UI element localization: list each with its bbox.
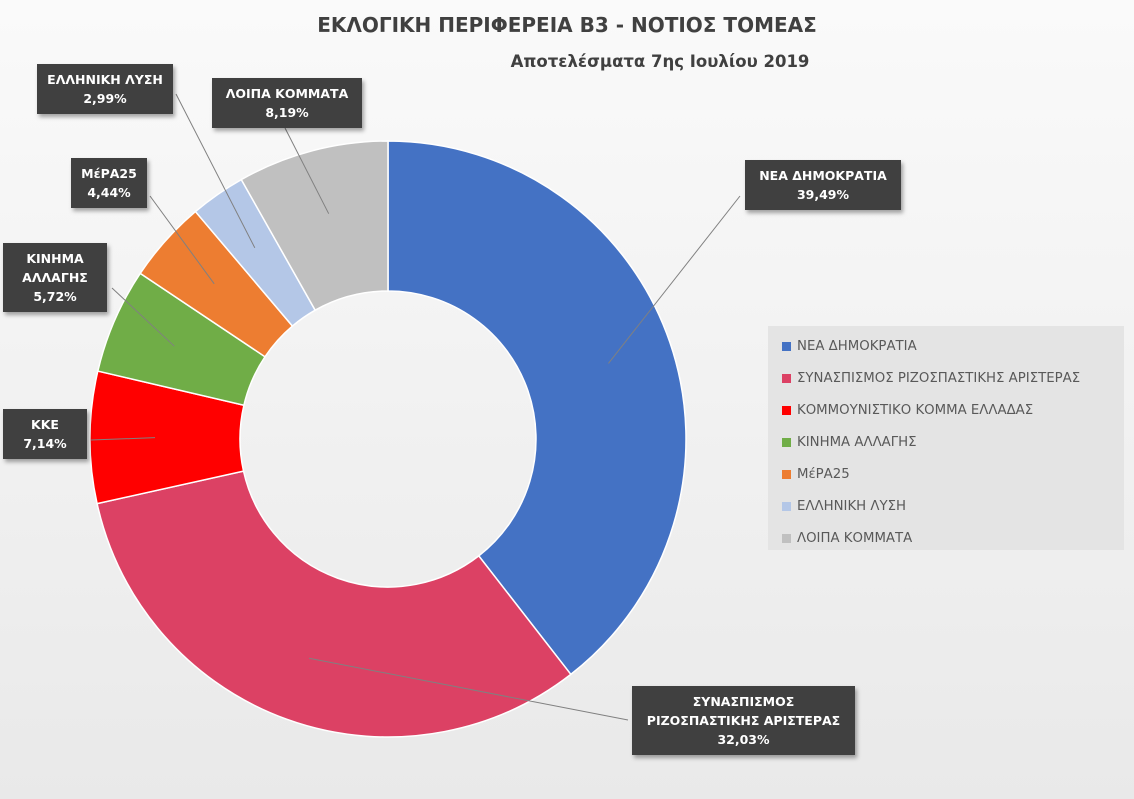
- data-label-name: ΣΥΝΑΣΠΙΣΜΟΣ: [692, 694, 795, 709]
- data-label-νεα-δημοκρατια: ΝΕΑ ΔΗΜΟΚΡΑΤΙΑ 39,49%: [745, 160, 901, 210]
- legend: ΝΕΑ ΔΗΜΟΚΡΑΤΙΑ ΣΥΝΑΣΠΙΣΜΟΣ ΡΙΖΟΣΠΑΣΤΙΚΗΣ …: [768, 326, 1124, 550]
- data-label-value: 39,49%: [796, 187, 850, 202]
- data-label-name: ΚΚΕ: [31, 417, 59, 432]
- legend-swatch: [782, 373, 791, 383]
- slice-λοιπα-κομματα: [240, 140, 389, 312]
- slice-συνασπισμος-ριζοσπαστικης-αριστερας: [96, 470, 572, 738]
- data-label-κομμουνιστικο-κομμα-ελλαδας: ΚΚΕ 7,14%: [3, 409, 87, 459]
- data-label-value: 7,14%: [23, 436, 67, 451]
- leader-line-λοιπα-κομματα: [284, 127, 330, 214]
- legend-item-νεα-δημοκρατια: ΝΕΑ ΔΗΜΟΚΡΑΤΙΑ: [782, 330, 1124, 362]
- legend-item-συνασπισμος-ριζοσπαστικης-αριστερας: ΣΥΝΑΣΠΙΣΜΟΣ ΡΙΖΟΣΠΑΣΤΙΚΗΣ ΑΡΙΣΤΕΡΑΣ: [782, 362, 1124, 394]
- leader-line-κινημα-αλλαγης: [111, 287, 175, 347]
- slice-νεα-δημοκρατια: [387, 140, 687, 676]
- legend-item-κομμουνιστικο-κομμα-ελλαδας: ΚΟΜΜΟΥΝΙΣΤΙΚΟ ΚΟΜΜΑ ΕΛΛΑΔΑΣ: [782, 394, 1124, 426]
- data-label-μέρα25: ΜέΡΑ25 4,44%: [71, 158, 147, 208]
- data-label-συνασπισμος-ριζοσπαστικης-αριστερας: ΣΥΝΑΣΠΙΣΜΟΣ ΡΙΖΟΣΠΑΣΤΙΚΗΣ ΑΡΙΣΤΕΡΑΣ 32,03%: [632, 686, 855, 755]
- data-label-value: 8,19%: [265, 105, 309, 120]
- chart-subtitle: Αποτελέσματα 7ης Ιουλίου 2019: [510, 52, 810, 71]
- leader-line-συνασπισμος-ριζοσπαστικης-αριστερας: [308, 657, 629, 721]
- legend-label: ΚΟΜΜΟΥΝΙΣΤΙΚΟ ΚΟΜΜΑ ΕΛΛΑΔΑΣ: [797, 402, 1034, 418]
- legend-label: ΚΙΝΗΜΑ ΑΛΛΑΓΗΣ: [797, 434, 917, 450]
- data-label-name: ΡΙΖΟΣΠΑΣΤΙΚΗΣ ΑΡΙΣΤΕΡΑΣ: [646, 713, 841, 728]
- legend-swatch: [782, 437, 791, 447]
- data-label-value: 4,44%: [87, 185, 131, 200]
- data-label-name: ΛΟΙΠΑ ΚΟΜΜΑΤΑ: [225, 86, 349, 101]
- legend-swatch: [782, 533, 791, 543]
- data-label-λοιπα-κομματα: ΛΟΙΠΑ ΚΟΜΜΑΤΑ 8,19%: [212, 78, 362, 128]
- legend-label: ΜέΡΑ25: [797, 466, 850, 482]
- leader-line-μέρα25: [149, 195, 215, 285]
- data-label-κινημα-αλλαγης: ΚΙΝΗΜΑ ΑΛΛΑΓΗΣ 5,72%: [3, 243, 107, 312]
- data-label-value: 5,72%: [33, 289, 77, 304]
- legend-label: ΕΛΛΗΝΙΚΗ ΛΥΣΗ: [797, 498, 907, 514]
- data-label-name: ΕΛΛΗΝΙΚΗ ΛΥΣΗ: [47, 72, 163, 87]
- legend-swatch: [782, 405, 791, 415]
- data-label-ελληνικη-λυση: ΕΛΛΗΝΙΚΗ ΛΥΣΗ 2,99%: [37, 64, 173, 114]
- legend-label: ΣΥΝΑΣΠΙΣΜΟΣ ΡΙΖΟΣΠΑΣΤΙΚΗΣ ΑΡΙΣΤΕΡΑΣ: [797, 370, 1081, 386]
- legend-swatch: [782, 469, 791, 479]
- data-label-value: 2,99%: [83, 91, 127, 106]
- legend-item-ελληνικη-λυση: ΕΛΛΗΝΙΚΗ ΛΥΣΗ: [782, 490, 1124, 522]
- legend-label: ΛΟΙΠΑ ΚΟΜΜΑΤΑ: [797, 530, 913, 546]
- legend-item-κινημα-αλλαγης: ΚΙΝΗΜΑ ΑΛΛΑΓΗΣ: [782, 426, 1124, 458]
- legend-item-μέρα25: ΜέΡΑ25: [782, 458, 1124, 490]
- data-label-name: ΚΙΝΗΜΑ: [26, 251, 84, 266]
- data-label-value: 32,03%: [717, 732, 770, 747]
- data-label-name: ΜέΡΑ25: [81, 166, 137, 181]
- data-label-name: ΝΕΑ ΔΗΜΟΚΡΑΤΙΑ: [759, 168, 887, 183]
- legend-swatch: [782, 341, 791, 351]
- legend-label: ΝΕΑ ΔΗΜΟΚΡΑΤΙΑ: [797, 338, 917, 354]
- legend-item-λοιπα-κομματα: ΛΟΙΠΑ ΚΟΜΜΑΤΑ: [782, 522, 1124, 554]
- leader-line-νεα-δημοκρατια: [608, 195, 741, 364]
- leader-line-κομμουνιστικο-κομμα-ελλαδας: [90, 437, 156, 441]
- legend-swatch: [782, 501, 791, 511]
- data-label-name: ΑΛΛΑΓΗΣ: [22, 270, 88, 285]
- chart-title: ΕΚΛΟΓΙΚΗ ΠΕΡΙΦΕΡΕΙΑ Β3 - ΝΟΤΙΟΣ ΤΟΜΕΑΣ: [317, 13, 817, 37]
- leader-line-ελληνικη-λυση: [175, 93, 256, 249]
